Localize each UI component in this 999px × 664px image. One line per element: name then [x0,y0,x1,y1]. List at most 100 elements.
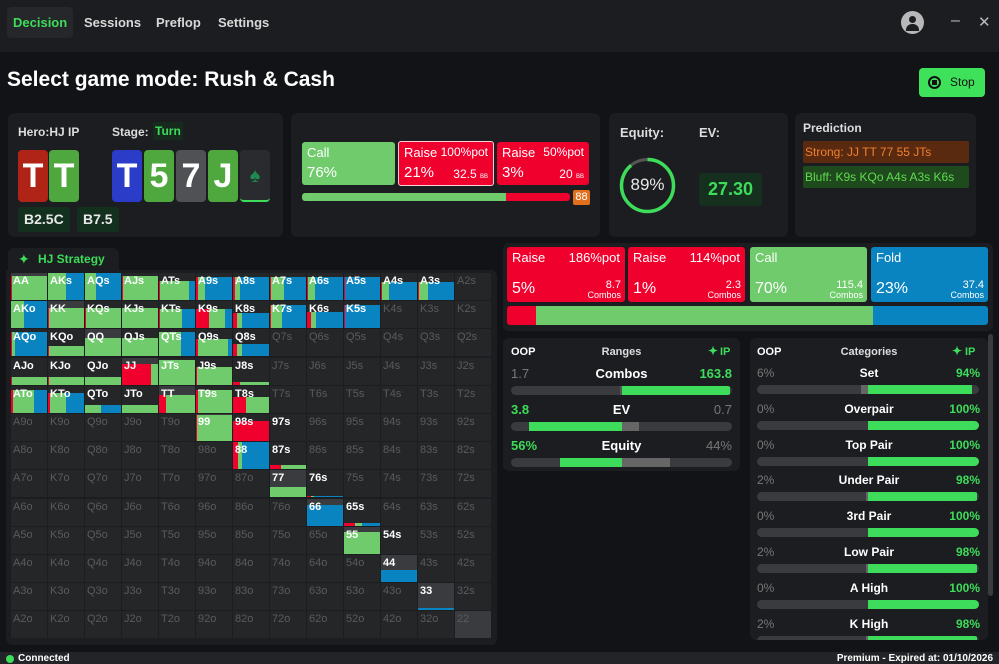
range-cell[interactable]: J7o [122,470,158,498]
range-cell[interactable]: ATo [11,385,47,413]
range-cell[interactable]: 22 [455,611,491,639]
range-cell[interactable]: JJ [122,357,158,385]
range-cell[interactable]: 87o [233,470,269,498]
range-cell[interactable]: QQ [85,329,121,357]
range-cell[interactable]: J5o [122,526,158,554]
range-cell[interactable]: 83o [233,583,269,611]
range-cell[interactable]: 53s [418,526,454,554]
range-cell[interactable]: K9o [48,414,84,441]
range-cell[interactable]: Q8o [85,442,121,470]
range-cell[interactable]: J3o [122,583,158,611]
range-cell[interactable]: Q3s [418,329,454,357]
range-cell[interactable]: K4s [381,301,417,329]
range-cell[interactable]: K6s [307,301,343,329]
range-cell[interactable]: 54o [344,555,380,582]
tab-sessions[interactable]: Sessions [84,15,142,30]
range-cell[interactable]: 53o [344,583,380,611]
range-cell[interactable]: 64o [307,555,343,582]
range-cell[interactable]: Q3o [85,583,121,611]
range-cell[interactable]: A3o [11,583,47,611]
range-cell[interactable]: AJo [11,357,47,385]
range-cell[interactable]: T7o [159,470,195,498]
range-cell[interactable]: 88 [233,442,269,470]
range-cell[interactable]: 52o [344,611,380,639]
range-cell[interactable]: KTo [48,385,84,413]
range-cell[interactable]: 76o [270,498,306,526]
range-cell[interactable]: A4o [11,555,47,582]
range-cell[interactable]: 55 [344,526,380,554]
action-call[interactable]: Call 76% [302,142,395,185]
range-cell[interactable]: 44 [381,555,417,582]
range-cell[interactable]: K3s [418,301,454,329]
range-cell[interactable]: 65o [307,526,343,554]
range-cell[interactable]: Q5o [85,526,121,554]
range-action-fold[interactable]: Fold 23% 37.4 Combos [871,247,988,302]
tab-settings[interactable]: Settings [218,15,270,30]
range-cell[interactable]: AKo [11,301,47,329]
range-cell[interactable]: QTo [85,385,121,413]
scrollbar[interactable] [988,334,993,596]
range-cell[interactable]: 94s [381,414,417,441]
range-cell[interactable]: 82s [455,442,491,470]
range-cell[interactable]: A9s [196,273,232,300]
range-cell[interactable]: T6s [307,385,343,413]
range-cell[interactable]: 84o [233,555,269,582]
minimize-icon[interactable]: – [951,12,960,29]
range-action-call[interactable]: Call 70% 115.4 Combos [750,247,867,302]
range-cell[interactable]: 86o [233,498,269,526]
range-cell[interactable]: AQs [85,273,121,300]
user-avatar-icon[interactable] [901,11,924,34]
range-cell[interactable]: A8o [11,442,47,470]
range-cell[interactable]: T4s [381,385,417,413]
range-cell[interactable]: K8o [48,442,84,470]
range-cell[interactable]: Q2o [85,611,121,639]
range-cell[interactable]: JTs [159,357,195,385]
range-cell[interactable]: J9o [122,414,158,441]
range-cell[interactable]: T4o [159,555,195,582]
range-cell[interactable]: A6o [11,498,47,526]
range-cell[interactable]: Q9o [85,414,121,441]
range-cell[interactable]: Q4s [381,329,417,357]
range-cell[interactable]: Q7s [270,329,306,357]
range-cell[interactable]: K2s [455,301,491,329]
range-cell[interactable]: 92s [455,414,491,441]
range-cell[interactable]: J2s [455,357,491,385]
range-cell[interactable]: J6s [307,357,343,385]
spade-icon[interactable]: ♠ [240,150,270,202]
close-icon[interactable]: ✕ [978,14,991,31]
tab-preflop[interactable]: Preflop [156,15,201,30]
range-cell[interactable]: J3s [418,357,454,385]
range-cell[interactable]: K7o [48,470,84,498]
range-cell[interactable]: JTo [122,385,158,413]
range-cell[interactable]: AQo [11,329,47,357]
range-cell[interactable]: K9s [196,301,232,329]
range-cell[interactable]: 73s [418,470,454,498]
range-cell[interactable]: 66 [307,498,343,526]
range-cell[interactable]: Q8s [233,329,269,357]
range-cell[interactable]: A4s [381,273,417,300]
range-cell[interactable]: KJs [122,301,158,329]
range-cell[interactable]: K8s [233,301,269,329]
range-cell[interactable]: 54s [381,526,417,554]
range-cell[interactable]: A3s [418,273,454,300]
range-cell[interactable]: 74o [270,555,306,582]
stop-button[interactable]: Stop [919,68,985,97]
range-cell[interactable]: KQo [48,329,84,357]
range-cell[interactable]: 93s [418,414,454,441]
range-cell[interactable]: 64s [381,498,417,526]
range-cell[interactable]: 85s [344,442,380,470]
range-cell[interactable]: A2o [11,611,47,639]
range-cell[interactable]: J9s [196,357,232,385]
action-raise-50[interactable]: Raise 50%pot 3% 20 BB [497,142,589,185]
range-cell[interactable]: T7s [270,385,306,413]
range-cell[interactable]: 43s [418,555,454,582]
range-action-raise[interactable]: Raise 186%pot 5% 8.7 Combos [507,247,625,302]
range-cell[interactable]: K4o [48,555,84,582]
range-cell[interactable]: K2o [48,611,84,639]
range-cell[interactable]: 97o [196,470,232,498]
range-cell[interactable]: K3o [48,583,84,611]
range-cell[interactable]: 86s [307,442,343,470]
range-cell[interactable]: KK [48,301,84,329]
range-cell[interactable]: QTs [159,329,195,357]
range-cell[interactable]: 76s [307,470,343,498]
